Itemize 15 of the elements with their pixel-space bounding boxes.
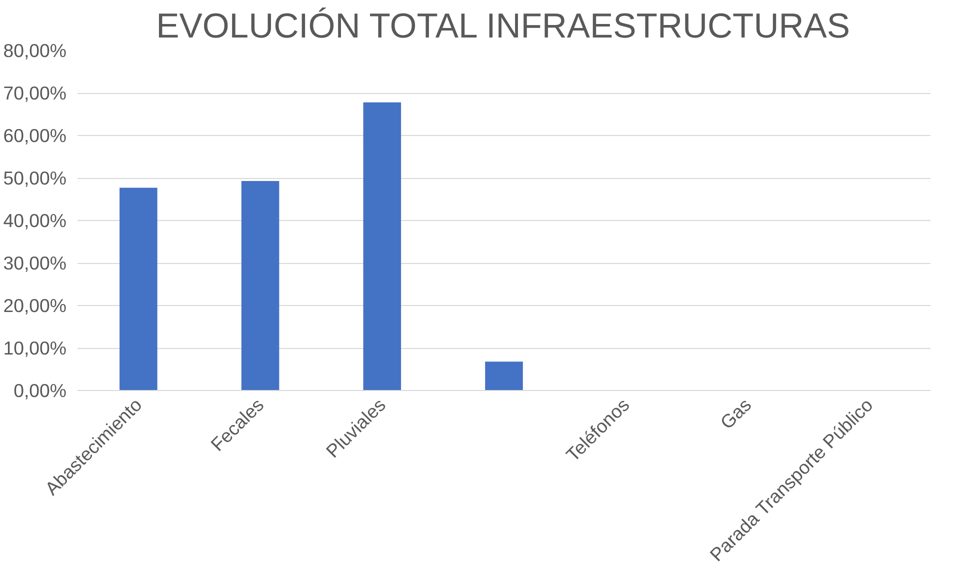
y-tick-label: 30,00% xyxy=(3,252,67,274)
y-tick-label: 20,00% xyxy=(3,295,67,316)
y-tick-label: 60,00% xyxy=(3,125,67,146)
y-tick-label: 10,00% xyxy=(3,338,67,358)
bar xyxy=(363,102,402,390)
y-tick-label: 70,00% xyxy=(3,82,67,104)
bar xyxy=(241,180,280,390)
y-tick-label: 40,00% xyxy=(3,210,67,231)
bar xyxy=(120,188,158,390)
y-tick-label: 50,00% xyxy=(3,168,67,188)
x-tick-label: Gas xyxy=(716,394,756,434)
y-tick-label: 0,00% xyxy=(14,380,67,401)
bar xyxy=(485,362,523,390)
y-tick-label: 80,00% xyxy=(3,40,67,61)
chart-title: EVOLUCIÓN TOTAL INFRAESTRUCTURAS xyxy=(156,6,850,46)
